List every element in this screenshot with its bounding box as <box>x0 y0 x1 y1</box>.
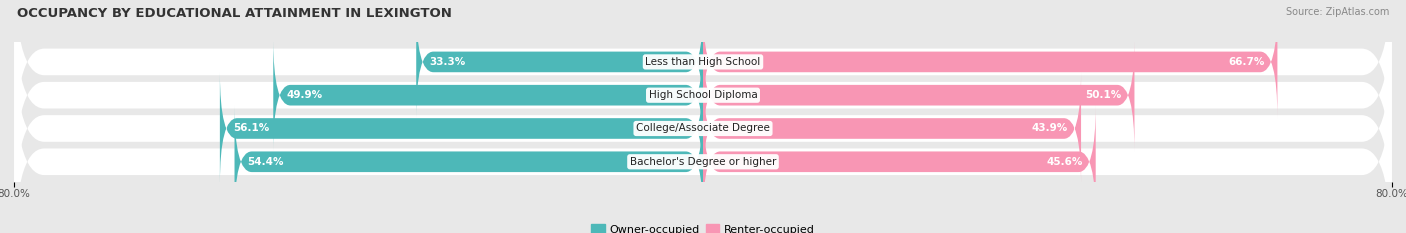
Text: 45.6%: 45.6% <box>1046 157 1083 167</box>
Legend: Owner-occupied, Renter-occupied: Owner-occupied, Renter-occupied <box>586 220 820 233</box>
Text: High School Diploma: High School Diploma <box>648 90 758 100</box>
FancyBboxPatch shape <box>14 58 1392 233</box>
FancyBboxPatch shape <box>703 6 1278 118</box>
Text: 56.1%: 56.1% <box>233 123 269 134</box>
Text: Less than High School: Less than High School <box>645 57 761 67</box>
FancyBboxPatch shape <box>219 72 703 185</box>
FancyBboxPatch shape <box>14 0 1392 165</box>
FancyBboxPatch shape <box>235 106 703 218</box>
FancyBboxPatch shape <box>14 25 1392 232</box>
Text: 49.9%: 49.9% <box>287 90 322 100</box>
FancyBboxPatch shape <box>703 106 1095 218</box>
FancyBboxPatch shape <box>416 6 703 118</box>
Text: College/Associate Degree: College/Associate Degree <box>636 123 770 134</box>
Text: 43.9%: 43.9% <box>1032 123 1069 134</box>
Text: Source: ZipAtlas.com: Source: ZipAtlas.com <box>1285 7 1389 17</box>
FancyBboxPatch shape <box>703 72 1081 185</box>
FancyBboxPatch shape <box>703 39 1135 151</box>
FancyBboxPatch shape <box>14 0 1392 198</box>
Text: Bachelor's Degree or higher: Bachelor's Degree or higher <box>630 157 776 167</box>
Text: 50.1%: 50.1% <box>1085 90 1122 100</box>
Text: 66.7%: 66.7% <box>1227 57 1264 67</box>
Text: 54.4%: 54.4% <box>247 157 284 167</box>
Text: 33.3%: 33.3% <box>429 57 465 67</box>
Text: OCCUPANCY BY EDUCATIONAL ATTAINMENT IN LEXINGTON: OCCUPANCY BY EDUCATIONAL ATTAINMENT IN L… <box>17 7 451 20</box>
FancyBboxPatch shape <box>273 39 703 151</box>
